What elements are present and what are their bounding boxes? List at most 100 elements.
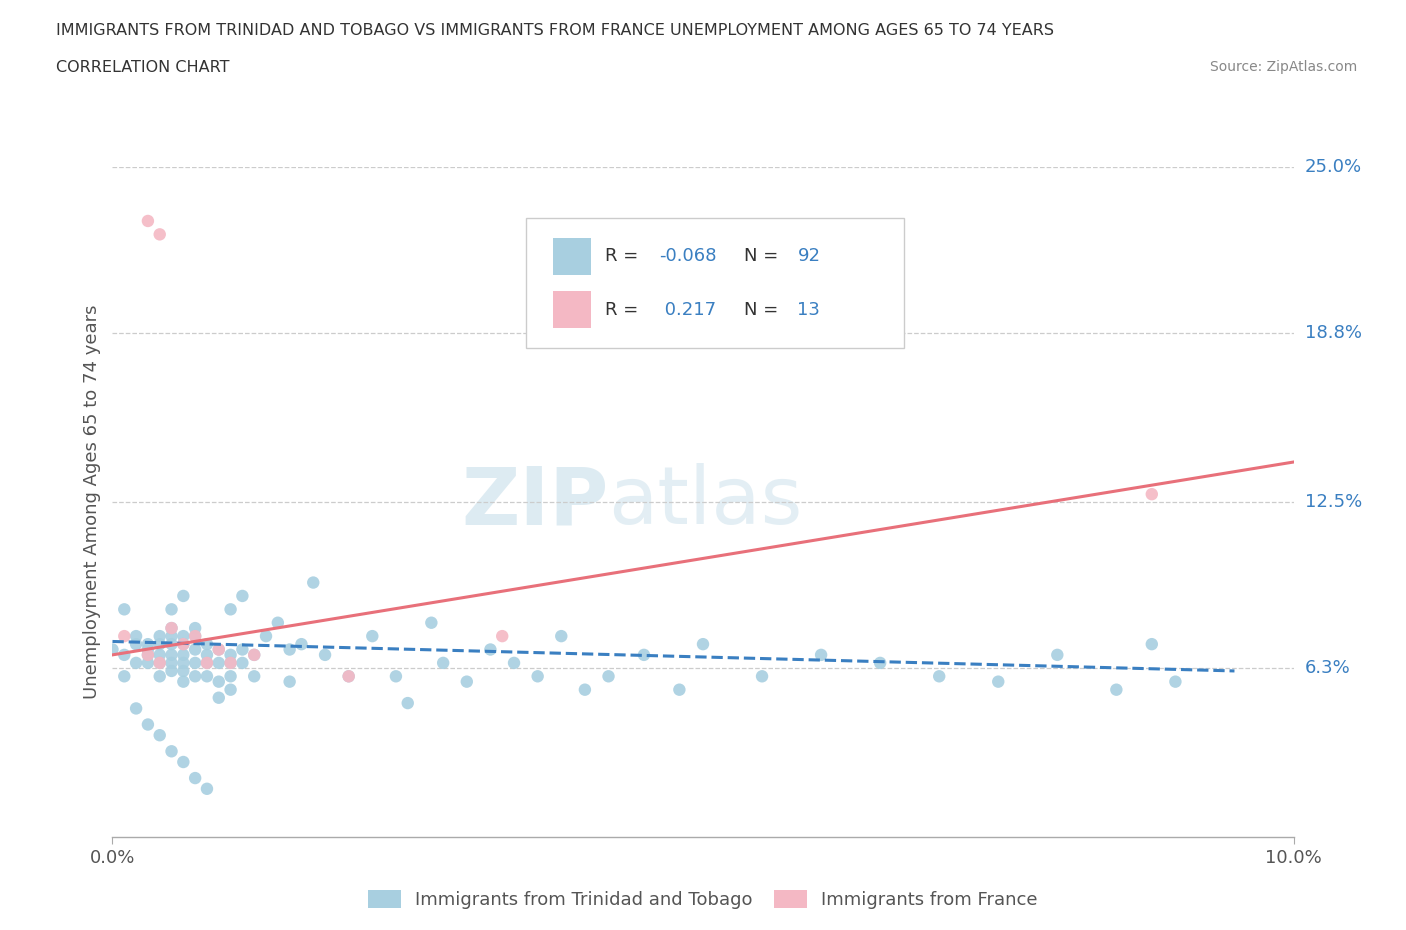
Point	[160, 602, 183, 617]
Point	[1164, 674, 1187, 689]
Point	[184, 629, 207, 644]
Point	[172, 674, 194, 689]
Point	[1140, 637, 1163, 652]
Point	[1140, 486, 1163, 501]
FancyBboxPatch shape	[553, 291, 591, 328]
Point	[149, 656, 172, 671]
Point	[231, 656, 253, 671]
Point	[160, 620, 183, 635]
Point	[550, 629, 572, 644]
Text: Source: ZipAtlas.com: Source: ZipAtlas.com	[1209, 60, 1357, 74]
Point	[160, 629, 183, 644]
Text: 92: 92	[797, 247, 821, 265]
Text: 13: 13	[797, 300, 820, 319]
Point	[219, 602, 242, 617]
Point	[112, 629, 135, 644]
Point	[337, 669, 360, 684]
Point	[208, 690, 231, 705]
Point	[337, 669, 360, 684]
Point	[149, 656, 172, 671]
Text: -0.068: -0.068	[659, 247, 717, 265]
Point	[195, 656, 218, 671]
Point	[184, 669, 207, 684]
Point	[101, 642, 124, 657]
Point	[149, 629, 172, 644]
Point	[136, 647, 159, 662]
Text: atlas: atlas	[609, 463, 803, 541]
Point	[125, 637, 148, 652]
FancyBboxPatch shape	[526, 218, 904, 348]
Point	[208, 674, 231, 689]
Point	[254, 629, 277, 644]
Point	[219, 669, 242, 684]
Point	[172, 647, 194, 662]
Point	[810, 647, 832, 662]
Text: 6.3%: 6.3%	[1305, 659, 1350, 677]
Point	[125, 701, 148, 716]
Point	[491, 629, 513, 644]
Point	[160, 744, 183, 759]
Point	[160, 647, 183, 662]
Point	[195, 647, 218, 662]
Point	[160, 663, 183, 678]
Point	[361, 629, 384, 644]
Y-axis label: Unemployment Among Ages 65 to 74 years: Unemployment Among Ages 65 to 74 years	[83, 305, 101, 699]
Point	[195, 656, 218, 671]
Point	[243, 669, 266, 684]
Point	[243, 647, 266, 662]
Point	[172, 754, 194, 769]
Point	[479, 642, 502, 657]
Point	[1046, 647, 1069, 662]
Point	[184, 771, 207, 786]
Text: R =: R =	[605, 300, 644, 319]
Text: ZIP: ZIP	[461, 463, 609, 541]
Point	[526, 669, 548, 684]
Text: 25.0%: 25.0%	[1305, 158, 1362, 177]
Point	[172, 656, 194, 671]
Point	[668, 683, 690, 698]
Point	[219, 656, 242, 671]
Point	[219, 683, 242, 698]
Point	[243, 647, 266, 662]
Point	[136, 647, 159, 662]
Point	[219, 656, 242, 671]
Point	[208, 642, 231, 657]
Point	[149, 647, 172, 662]
Point	[149, 227, 172, 242]
Point	[184, 620, 207, 635]
Point	[172, 637, 194, 652]
Point	[136, 637, 159, 652]
Point	[195, 669, 218, 684]
Point	[149, 669, 172, 684]
Point	[231, 589, 253, 604]
Point	[112, 647, 135, 662]
Point	[112, 669, 135, 684]
Point	[598, 669, 620, 684]
Point	[278, 674, 301, 689]
FancyBboxPatch shape	[553, 238, 591, 274]
Text: 12.5%: 12.5%	[1305, 493, 1362, 512]
Point	[385, 669, 408, 684]
Point	[219, 647, 242, 662]
Point	[1105, 683, 1128, 698]
Point	[172, 629, 194, 644]
Point	[928, 669, 950, 684]
Point	[184, 629, 207, 644]
Point	[136, 656, 159, 671]
Text: N =: N =	[744, 247, 785, 265]
Point	[136, 214, 159, 229]
Text: N =: N =	[744, 300, 785, 319]
Point	[160, 637, 183, 652]
Text: 18.8%: 18.8%	[1305, 325, 1361, 342]
Point	[432, 656, 454, 671]
Point	[278, 642, 301, 657]
Point	[136, 717, 159, 732]
Point	[290, 637, 312, 652]
Point	[160, 620, 183, 635]
Point	[574, 683, 596, 698]
Point	[172, 663, 194, 678]
Point	[149, 637, 172, 652]
Point	[125, 656, 148, 671]
Point	[267, 616, 290, 631]
Point	[195, 781, 218, 796]
